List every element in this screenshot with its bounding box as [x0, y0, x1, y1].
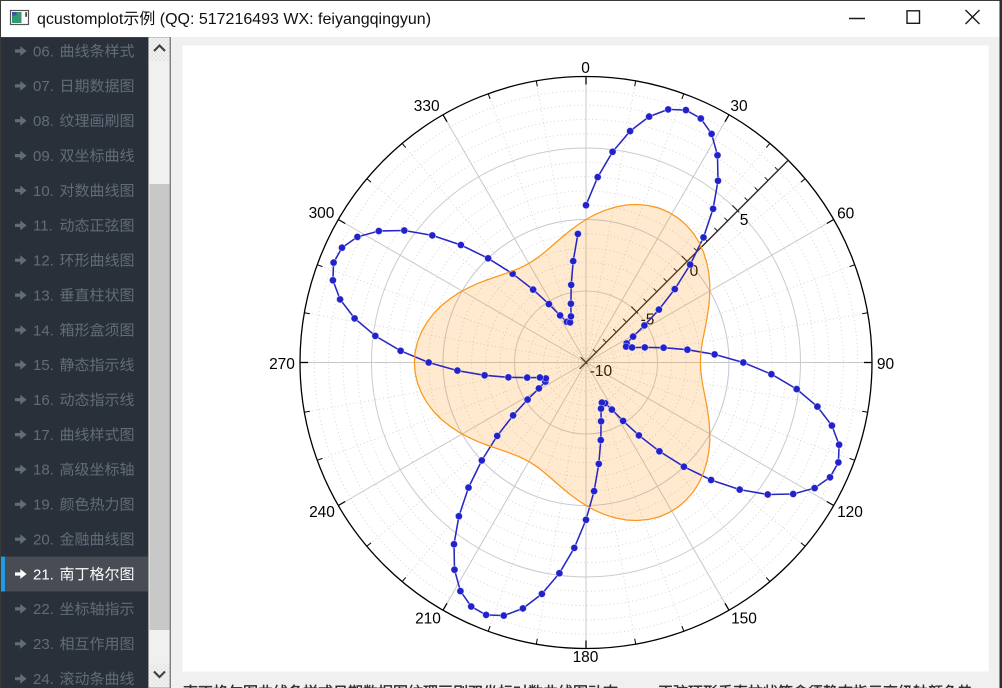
- svg-text:330: 330: [414, 98, 440, 115]
- svg-text:30: 30: [730, 98, 748, 115]
- svg-text:06.: 06.: [33, 43, 54, 60]
- svg-text:19.: 19.: [33, 497, 54, 514]
- svg-text:16.: 16.: [33, 392, 54, 409]
- svg-text:150: 150: [731, 611, 757, 628]
- svg-text:60: 60: [837, 206, 855, 223]
- svg-text:90: 90: [877, 356, 895, 373]
- svg-text:10.: 10.: [33, 183, 54, 200]
- svg-text:24.: 24.: [33, 671, 54, 688]
- svg-text:09.: 09.: [33, 148, 54, 165]
- svg-text:270: 270: [269, 356, 295, 373]
- svg-text:qcustomplot: qcustomplot: [37, 11, 124, 28]
- svg-text:21.: 21.: [33, 566, 54, 583]
- svg-text:(QQ: 517216493 WX: feiyangqing: (QQ: 517216493 WX: feiyangqingyun): [155, 11, 431, 28]
- svg-text:22.: 22.: [33, 601, 54, 618]
- svg-text:07.: 07.: [33, 78, 54, 95]
- svg-text:120: 120: [837, 504, 863, 521]
- svg-text:180: 180: [573, 649, 599, 666]
- svg-text:0: 0: [581, 60, 590, 77]
- svg-text:13.: 13.: [33, 287, 54, 304]
- svg-text:08.: 08.: [33, 113, 54, 130]
- svg-text:300: 300: [309, 205, 335, 222]
- svg-text:15.: 15.: [33, 357, 54, 374]
- svg-text:23.: 23.: [33, 636, 54, 653]
- svg-text:240: 240: [309, 504, 335, 521]
- svg-text:12.: 12.: [33, 253, 54, 270]
- svg-text:210: 210: [415, 611, 441, 628]
- svg-text:17.: 17.: [33, 427, 54, 444]
- svg-text:18.: 18.: [33, 462, 54, 479]
- svg-text:0: 0: [690, 263, 699, 280]
- svg-text:11.: 11.: [33, 218, 53, 235]
- svg-text:5: 5: [740, 212, 749, 229]
- svg-text:14.: 14.: [33, 322, 54, 339]
- svg-text:20.: 20.: [33, 532, 54, 549]
- svg-text:-10: -10: [590, 363, 613, 380]
